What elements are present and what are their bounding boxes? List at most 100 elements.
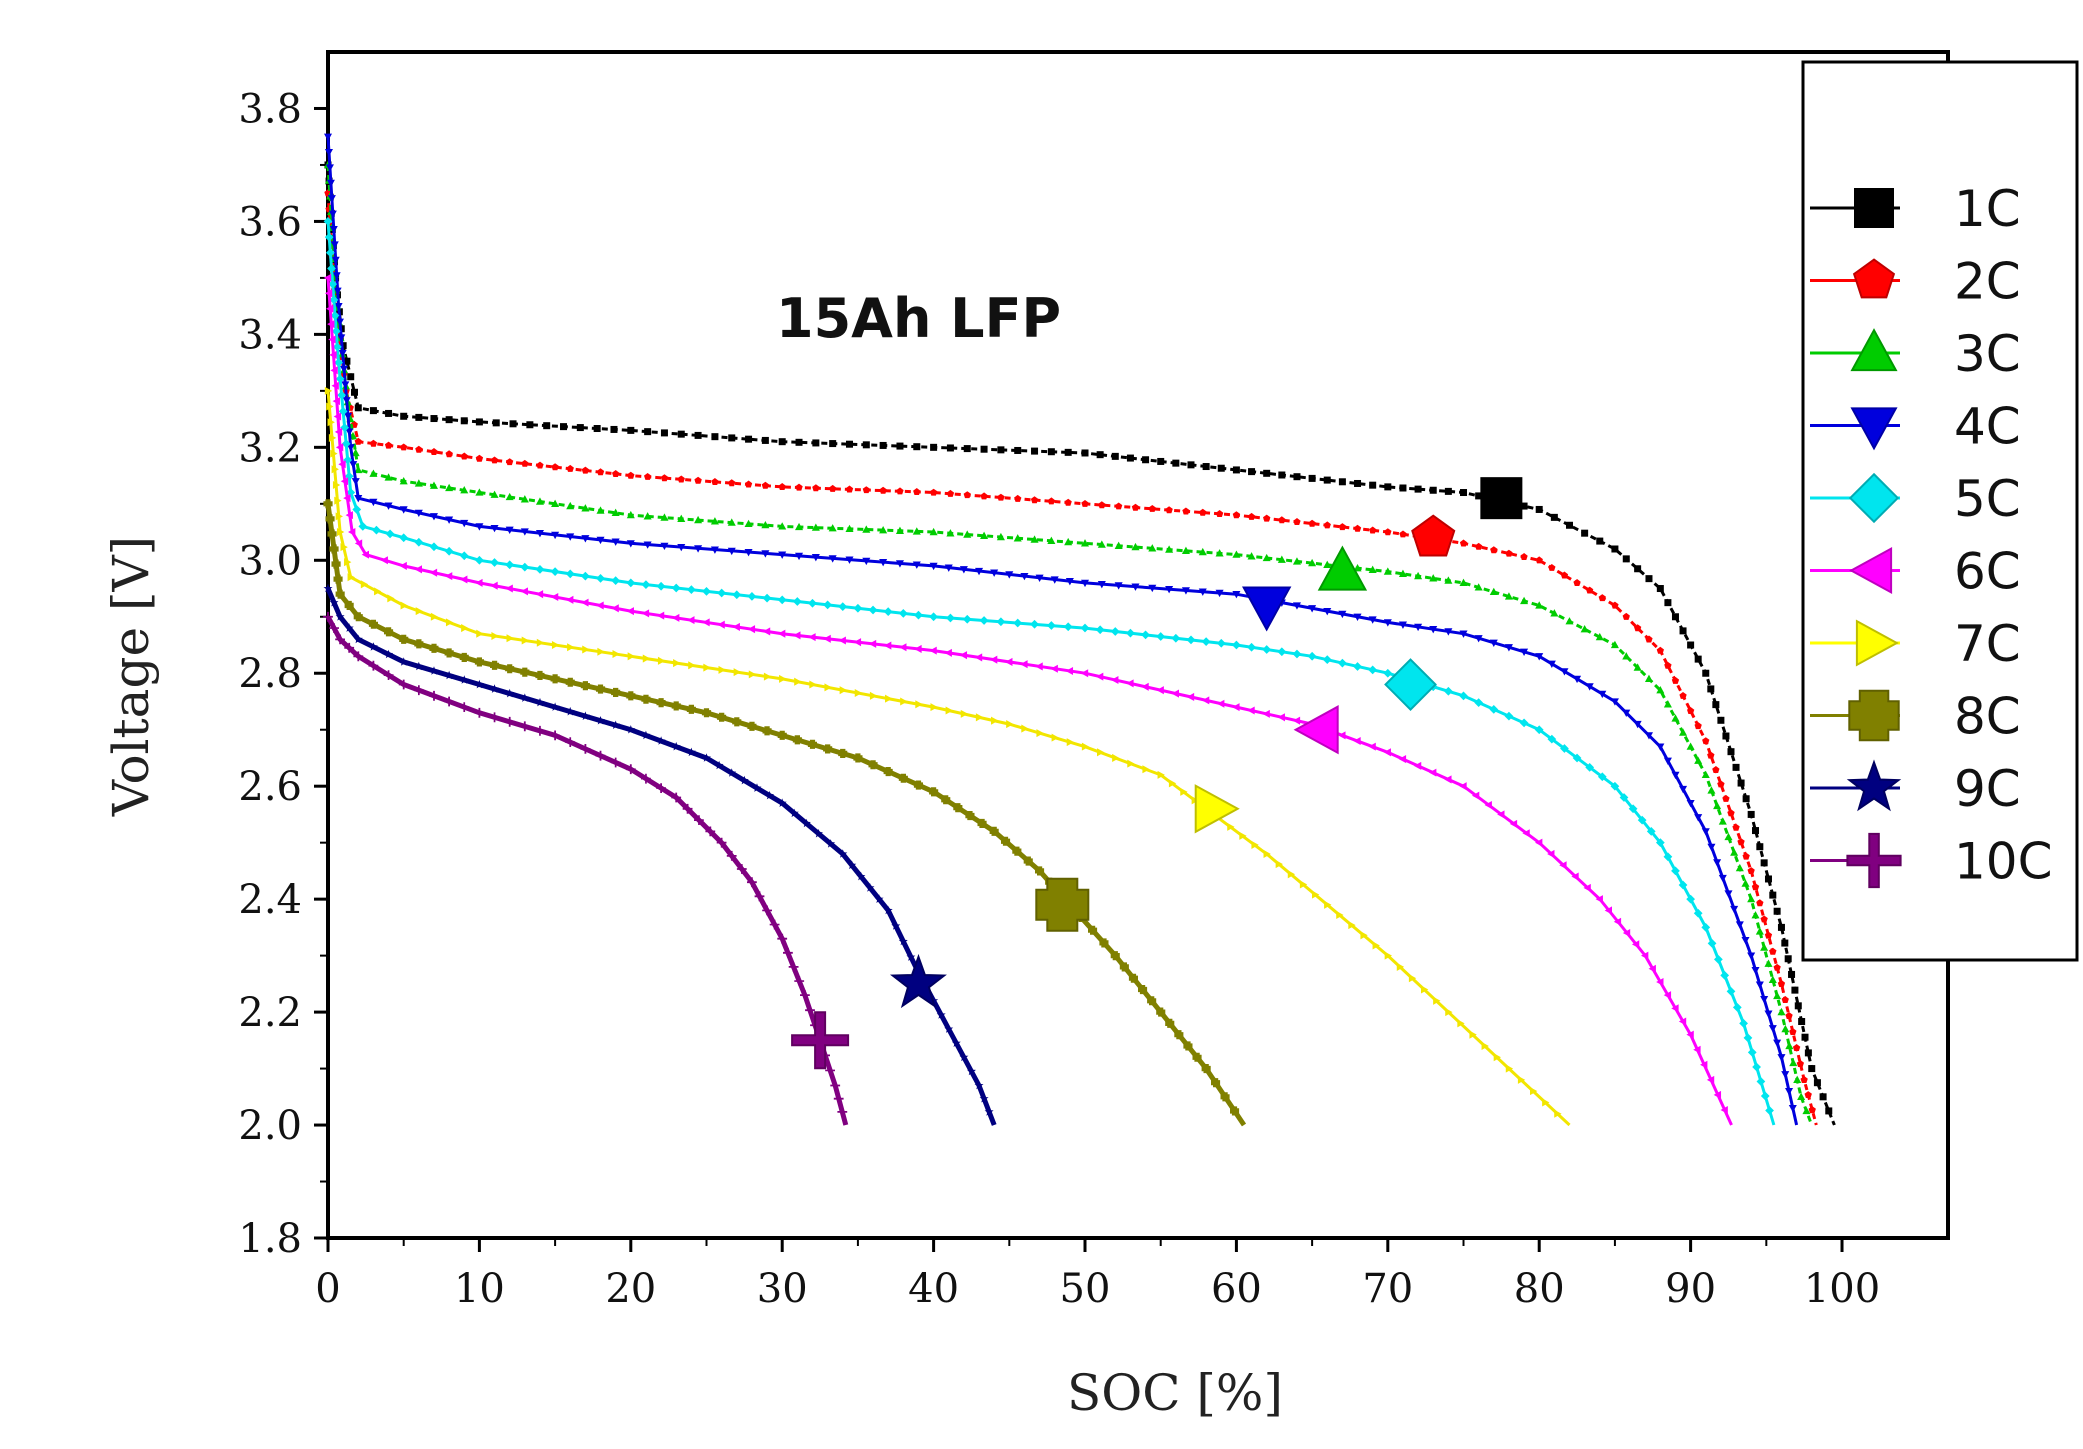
data-point: [475, 454, 484, 462]
data-point: [1119, 962, 1129, 972]
data-point: [1610, 640, 1619, 649]
data-point: [344, 642, 355, 653]
data-point: [732, 590, 742, 600]
data-point: [323, 133, 333, 141]
data-point: [732, 717, 742, 727]
data-point: [962, 614, 972, 624]
data-point: [1230, 1106, 1240, 1116]
data-point: [520, 562, 530, 572]
data-point: [1322, 655, 1332, 665]
data-point: [1560, 571, 1569, 579]
data-point: [717, 712, 727, 722]
data-point: [913, 443, 921, 451]
data-point: [1005, 571, 1014, 579]
data-point: [656, 581, 666, 591]
data-point: [1398, 569, 1407, 577]
data-point: [833, 1093, 844, 1104]
data-point: [1808, 1065, 1816, 1073]
data-point: [328, 335, 336, 344]
data-point: [1001, 836, 1011, 846]
data-point: [337, 334, 346, 342]
data-point: [1694, 814, 1703, 822]
data-point: [702, 753, 711, 762]
data-point: [369, 407, 377, 415]
data-point: [1631, 940, 1640, 949]
data-point: [1323, 560, 1332, 568]
data-point: [1192, 1052, 1202, 1062]
data-point: [385, 529, 395, 539]
data-point: [1504, 592, 1513, 600]
data-point: [974, 1080, 984, 1090]
series-6C: [323, 273, 1733, 1126]
data-point: [1785, 1041, 1794, 1050]
data-point: [856, 871, 866, 881]
data-point: [461, 624, 469, 633]
data-point: [1338, 478, 1346, 486]
data-point: [1338, 610, 1347, 619]
data-point: [1232, 511, 1241, 519]
data-point: [1789, 1028, 1797, 1035]
data-point: [336, 528, 345, 537]
data-point: [1800, 1076, 1808, 1083]
data-point: [535, 590, 544, 599]
data-point: [414, 639, 424, 649]
data-point: [711, 433, 719, 441]
data-point: [368, 619, 378, 629]
data-point: [1493, 1053, 1502, 1062]
legend-label: 6C: [1954, 543, 2021, 601]
data-point: [1127, 759, 1135, 768]
data-point: [1199, 508, 1207, 516]
data-point: [847, 860, 857, 870]
data-point: [1535, 556, 1543, 564]
data-point: [354, 404, 362, 412]
data-point: [323, 611, 333, 622]
data-point: [1292, 716, 1301, 725]
data-point: [929, 562, 938, 571]
data-point: [747, 625, 756, 634]
data-point: [868, 760, 878, 770]
data-point: [329, 350, 337, 359]
data-point: [459, 675, 469, 684]
data-point: [1730, 848, 1739, 856]
data-point: [565, 569, 575, 579]
data-point: [490, 581, 498, 590]
data-point: [1217, 464, 1225, 472]
data-point: [369, 469, 378, 477]
data-point: [1014, 446, 1022, 454]
data-point: [823, 600, 833, 610]
data-point: [1126, 454, 1134, 462]
data-point: [1504, 711, 1514, 721]
data-point: [325, 164, 334, 172]
legend-marker: [1850, 407, 1898, 451]
data-point: [1047, 497, 1055, 505]
data-point: [769, 919, 780, 930]
data-point: [1474, 635, 1483, 643]
data-point: [1768, 975, 1777, 983]
data-point: [829, 484, 837, 492]
data-point: [1114, 582, 1123, 590]
data-point: [354, 465, 363, 474]
data-point: [335, 634, 345, 645]
data-point: [339, 365, 349, 374]
data-point: [1277, 713, 1285, 722]
data-point: [912, 561, 921, 569]
data-point: [327, 418, 335, 427]
data-point: [702, 708, 712, 718]
data-point: [1171, 689, 1180, 698]
data-point: [535, 497, 544, 505]
data-point: [823, 744, 833, 754]
data-point: [343, 412, 353, 421]
data-point: [702, 586, 711, 596]
data-point: [1732, 823, 1740, 831]
data-point: [1773, 991, 1782, 1000]
data-point: [641, 694, 651, 704]
y-axis: 1.8 2.0 2.2 2.4 2.6 2.8 3.0 3.2 3.4 3.6 3.8: [238, 86, 328, 1262]
data-point: [1012, 846, 1022, 856]
data-point: [323, 499, 333, 509]
data-point: [643, 541, 652, 549]
data-point: [717, 620, 725, 629]
data-point: [353, 634, 363, 644]
data-point: [330, 311, 340, 320]
data-point: [444, 572, 453, 581]
